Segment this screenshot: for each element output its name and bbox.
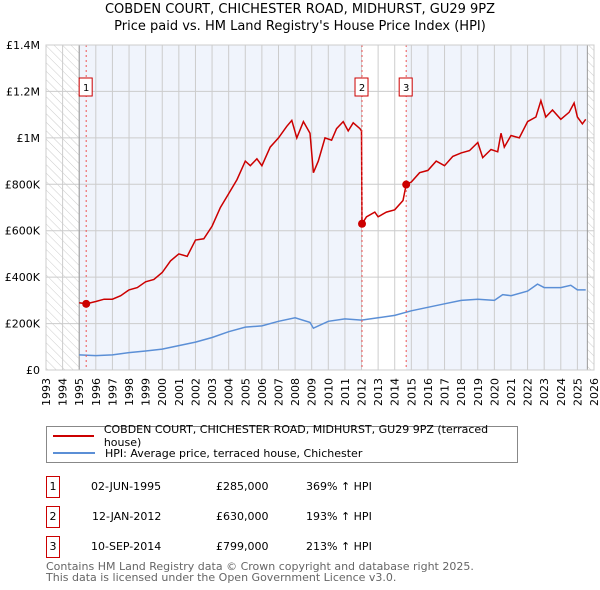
x-tick-label: 2014	[389, 378, 402, 406]
legend-item-hpi: HPI: Average price, terraced house, Chic…	[53, 445, 362, 461]
x-tick-label: 2010	[322, 378, 335, 406]
x-tick-label: 1998	[123, 378, 136, 406]
series-line-hpi	[79, 283, 586, 357]
sale-label: 3	[403, 83, 409, 94]
x-tick-label: 2013	[372, 378, 385, 406]
x-tick-label: 2024	[555, 378, 568, 406]
x-tick-label: 2008	[289, 378, 302, 406]
shaded-period	[406, 45, 588, 370]
x-tick-label: 2012	[356, 378, 369, 406]
sale-point	[358, 219, 367, 228]
plot-border	[45, 44, 595, 371]
y-tick-label: £400K	[5, 271, 41, 284]
sale-label-box	[78, 77, 93, 97]
sale-label-box	[354, 77, 369, 97]
sale-label-box	[398, 77, 413, 97]
x-tick-label: 1994	[57, 378, 70, 406]
x-tick-label: 1996	[90, 378, 103, 406]
x-tick-label: 2005	[239, 378, 252, 406]
x-tick-label: 2000	[156, 378, 169, 406]
sale-label: 2	[359, 83, 365, 94]
x-tick-label: 2025	[571, 378, 584, 406]
x-tick-label: 2003	[206, 378, 219, 406]
y-tick-label: £600K	[5, 225, 41, 238]
x-tick-label: 1993	[40, 378, 53, 406]
y-tick-label: £800K	[5, 178, 41, 191]
y-tick-label: £0	[26, 364, 40, 377]
chart-subtitle: Price paid vs. HM Land Registry's House …	[114, 19, 486, 34]
x-tick-label: 2023	[538, 378, 551, 406]
legend-item-property: COBDEN COURT, CHICHESTER ROAD, MIDHURST,…	[53, 423, 517, 449]
sale-price: £799,000	[216, 540, 269, 553]
hatched-no-data	[587, 45, 594, 370]
chart-title: COBDEN COURT, CHICHESTER ROAD, MIDHURST,…	[104, 2, 496, 17]
sale-point	[402, 180, 411, 189]
sale-badge: 3	[46, 536, 60, 558]
x-tick-label: 2006	[256, 378, 269, 406]
sale-date: 12-JAN-2012	[92, 510, 162, 523]
x-tick-label: 2021	[505, 378, 518, 406]
footer-line: This data is licensed under the Open Gov…	[46, 571, 397, 584]
x-tick-label: 2017	[439, 378, 452, 406]
sale-badge: 1	[46, 476, 60, 498]
sale-hpi: 369% ↑ HPI	[306, 480, 372, 493]
x-tick-label: 2015	[405, 378, 418, 406]
x-tick-label: 2004	[223, 378, 236, 406]
sale-price: £630,000	[216, 510, 269, 523]
x-tick-label: 2020	[488, 378, 501, 406]
x-tick-label: 2018	[455, 378, 468, 406]
legend-swatch-red	[53, 435, 94, 437]
x-tick-label: 2016	[422, 378, 435, 406]
x-tick-label: 2007	[272, 378, 285, 406]
legend: COBDEN COURT, CHICHESTER ROAD, MIDHURST,…	[46, 423, 518, 463]
x-tick-label: 2009	[306, 378, 319, 406]
y-tick-label: £1M	[17, 132, 41, 145]
x-tick-label: 2022	[522, 378, 535, 406]
legend-label: COBDEN COURT, CHICHESTER ROAD, MIDHURST,…	[103, 423, 489, 449]
sale-date: 02-JUN-1995	[91, 480, 162, 493]
y-tick-label: £1.4M	[6, 39, 40, 52]
legend-swatch-blue	[53, 452, 95, 454]
x-tick-label: 1997	[106, 378, 119, 406]
footer: Contains HM Land Registry data © Crown c…	[46, 561, 474, 583]
plot-area: 1993 1994 1995 1996 1997 1998 1999 2000 2001 2002…	[5, 39, 600, 406]
y-tick-label: £200K	[5, 318, 41, 331]
sale-label: 1	[83, 83, 89, 94]
sale-price: £285,000	[216, 480, 269, 493]
x-tick-label: 1999	[140, 378, 153, 406]
x-tick-label: 2026	[588, 378, 600, 406]
sale-point	[82, 299, 91, 308]
x-tick-label: 2019	[472, 378, 485, 406]
x-tick-label: 2001	[173, 378, 186, 406]
series-line-property	[79, 98, 587, 305]
x-tick-label: 1995	[73, 378, 86, 406]
sale-date: 10-SEP-2014	[91, 540, 162, 553]
y-tick-label: £1.2M	[6, 85, 40, 98]
x-tick-label: 2011	[339, 378, 352, 406]
sale-hpi: 213% ↑ HPI	[306, 540, 372, 553]
sale-badge: 2	[46, 506, 60, 528]
sale-hpi: 193% ↑ HPI	[306, 510, 372, 523]
footer-line: Contains HM Land Registry data © Crown c…	[46, 560, 474, 573]
legend-label: HPI: Average price, terraced house, Chic…	[105, 446, 363, 460]
x-tick-label: 2002	[189, 378, 202, 406]
